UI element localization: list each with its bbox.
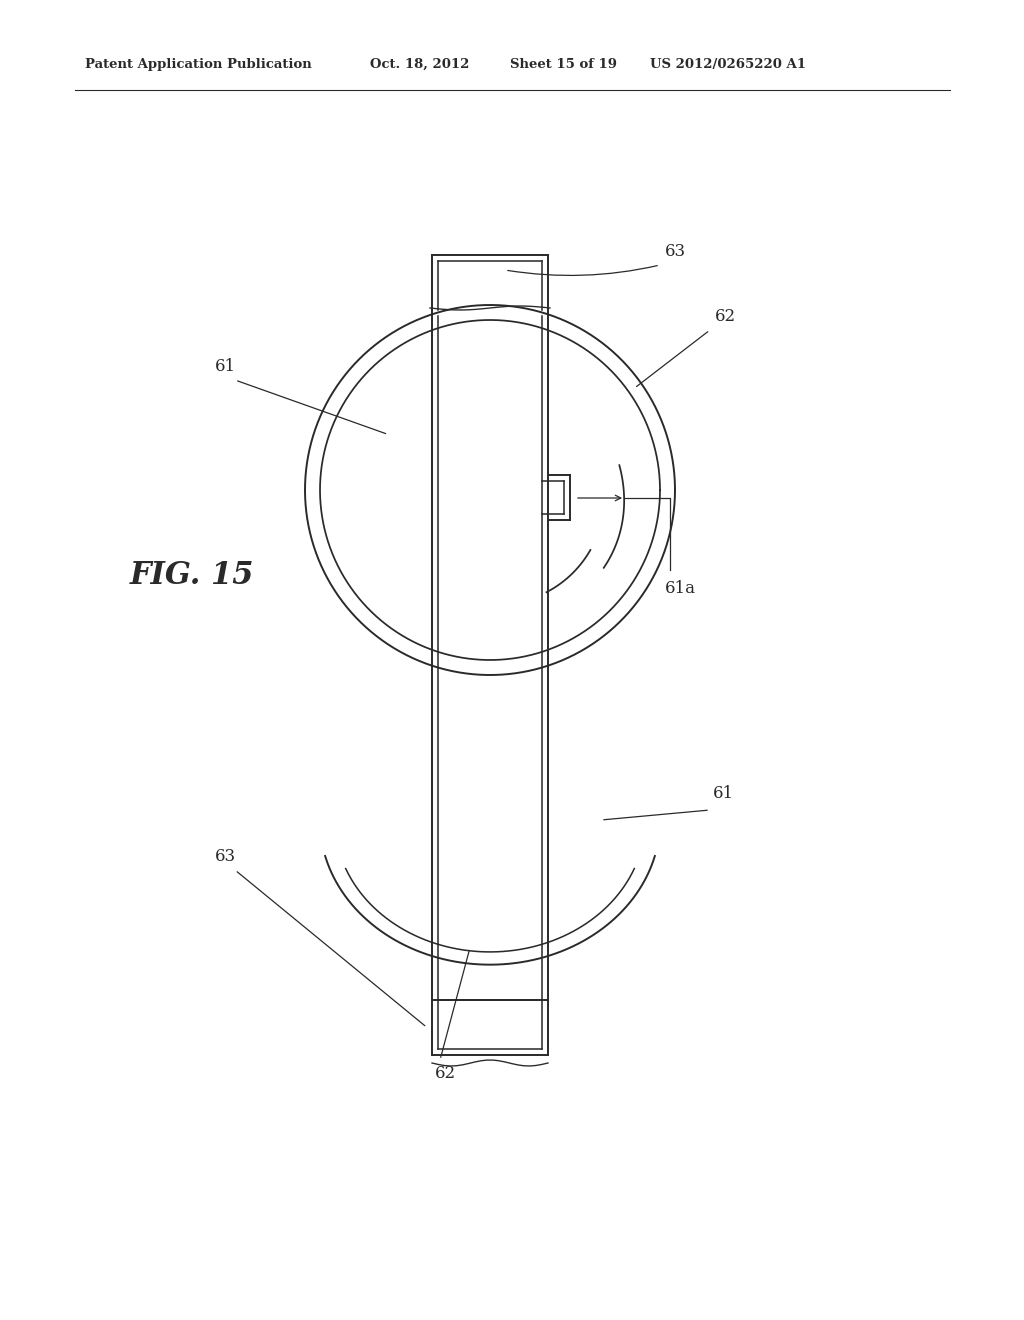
Text: US 2012/0265220 A1: US 2012/0265220 A1: [650, 58, 806, 71]
Text: Sheet 15 of 19: Sheet 15 of 19: [510, 58, 617, 71]
Text: 62: 62: [715, 308, 736, 325]
Text: 61: 61: [713, 785, 734, 803]
Text: 63: 63: [215, 847, 237, 865]
Text: FIG. 15: FIG. 15: [130, 560, 255, 591]
Text: 61a: 61a: [665, 579, 696, 597]
Text: Patent Application Publication: Patent Application Publication: [85, 58, 311, 71]
Text: 62: 62: [435, 1065, 456, 1082]
Text: 61: 61: [215, 358, 237, 375]
Text: Oct. 18, 2012: Oct. 18, 2012: [370, 58, 469, 71]
Text: 63: 63: [665, 243, 686, 260]
